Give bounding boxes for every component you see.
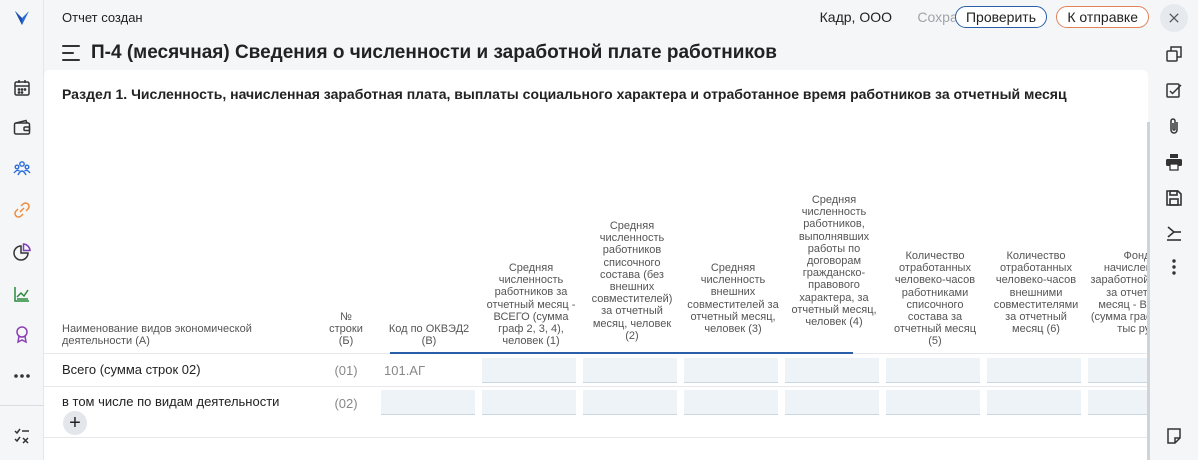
column-header-okved: Код по ОКВЭД2 (В) xyxy=(388,323,470,348)
note-icon[interactable] xyxy=(1162,424,1186,448)
checklist-icon[interactable] xyxy=(10,424,34,448)
page-title: П-4 (месячная) Сведения о численности и … xyxy=(91,42,777,63)
close-button[interactable] xyxy=(1160,4,1188,32)
menu-icon[interactable] xyxy=(62,45,80,61)
cell-input[interactable] xyxy=(987,390,1081,415)
checkmark-doc-icon[interactable] xyxy=(1162,78,1186,102)
scroll-indicator xyxy=(390,352,853,354)
column-header-col2: Средняя численность работников списочног… xyxy=(591,220,673,342)
cell-input[interactable] xyxy=(1088,358,1148,383)
more-icon[interactable] xyxy=(10,364,34,388)
people-icon[interactable] xyxy=(10,156,34,180)
chart-icon[interactable] xyxy=(10,282,34,306)
check-button[interactable]: Проверить xyxy=(954,6,1047,28)
column-header-col3: Средняя численность внешних совместителе… xyxy=(687,262,779,336)
cell-input[interactable] xyxy=(482,358,576,383)
okved-value[interactable]: 101.АГ xyxy=(384,363,426,378)
column-header-col5: Количество отработанных человеко-часов р… xyxy=(893,250,977,348)
column-header-activity: Наименование видов экономической деятель… xyxy=(62,323,252,348)
right-sidebar xyxy=(1150,0,1198,460)
add-row-button[interactable]: + xyxy=(63,411,87,435)
award-icon[interactable] xyxy=(10,322,34,346)
cell-input[interactable] xyxy=(785,358,879,383)
attach-icon[interactable] xyxy=(1162,114,1186,138)
okved-input[interactable] xyxy=(381,390,475,415)
send-icon[interactable] xyxy=(1162,222,1186,246)
close-icon xyxy=(1169,13,1179,23)
report-card: Раздел 1. Численность, начисленная зараб… xyxy=(44,70,1148,460)
cell-input[interactable] xyxy=(886,390,980,415)
row-code: (01) xyxy=(334,363,358,378)
column-header-row-number: № строки (Б) xyxy=(329,311,363,348)
logo-icon[interactable] xyxy=(10,6,34,30)
link-icon[interactable] xyxy=(10,198,34,222)
cell-input[interactable] xyxy=(886,358,980,383)
copy-icon[interactable] xyxy=(1162,42,1186,66)
section-title: Раздел 1. Численность, начисленная зараб… xyxy=(62,86,1067,102)
column-header-col4: Средняя численность работников, выполняв… xyxy=(791,194,877,329)
pie-chart-icon[interactable] xyxy=(10,240,34,264)
organization-name[interactable]: Кадр, ООО xyxy=(819,9,892,25)
row-divider xyxy=(44,386,1148,387)
cell-input[interactable] xyxy=(987,358,1081,383)
column-header-col1: Средняя численность работников за отчетн… xyxy=(486,262,576,348)
column-header-col6: Количество отработанных человеко-часов в… xyxy=(993,250,1079,336)
cell-input[interactable] xyxy=(482,390,576,415)
send-button[interactable]: К отправке xyxy=(1056,6,1149,28)
rail-divider xyxy=(0,405,44,406)
column-header-col7: Фонд начисленной заработной платы за отч… xyxy=(1090,250,1148,336)
cell-input[interactable] xyxy=(684,358,778,383)
top-bar: Отчет создан Кадр, ООО Сохранить Провери… xyxy=(44,0,1150,36)
cell-input[interactable] xyxy=(1088,390,1148,415)
cell-input[interactable] xyxy=(785,390,879,415)
left-sidebar xyxy=(0,0,44,460)
row-code: (02) xyxy=(334,396,358,411)
row-label: Всего (сумма строк 02) xyxy=(62,362,201,377)
vertical-scrollbar[interactable] xyxy=(1147,122,1150,460)
row-divider xyxy=(44,437,1148,438)
row-label: в том числе по видам деятельности xyxy=(62,394,280,409)
report-status: Отчет создан xyxy=(62,10,143,25)
cell-input[interactable] xyxy=(684,390,778,415)
cell-input[interactable] xyxy=(583,358,677,383)
title-row: П-4 (месячная) Сведения о численности и … xyxy=(62,40,777,66)
more-vertical-icon[interactable] xyxy=(1162,255,1186,279)
print-icon[interactable] xyxy=(1162,150,1186,174)
calendar-icon[interactable] xyxy=(10,76,34,100)
wallet-icon[interactable] xyxy=(10,116,34,140)
cell-input[interactable] xyxy=(583,390,677,415)
save-icon[interactable] xyxy=(1162,186,1186,210)
